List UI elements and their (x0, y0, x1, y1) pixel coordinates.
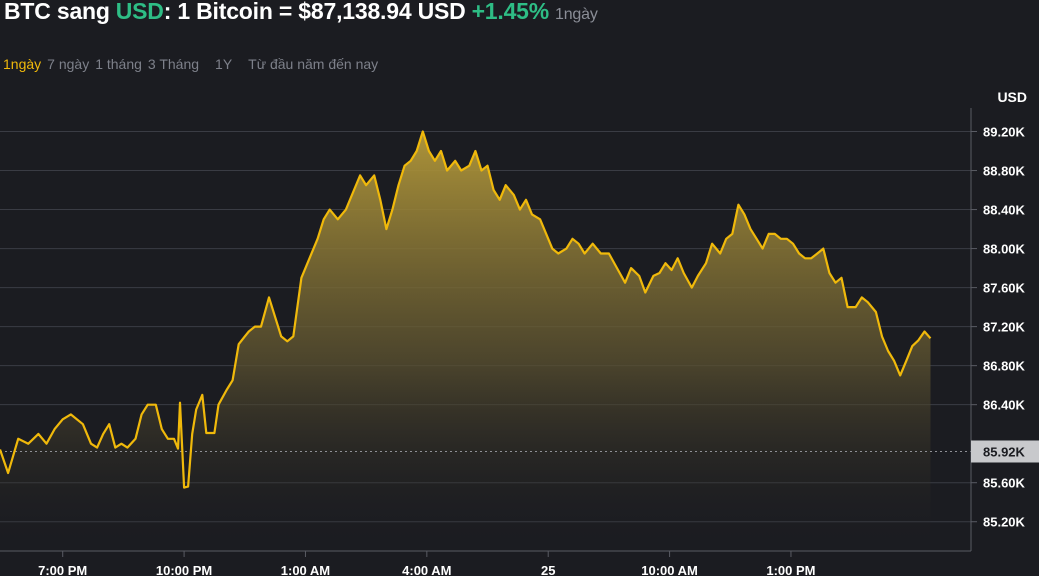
tab-1-month[interactable]: 1 tháng (95, 56, 142, 72)
x-tick-label: 10:00 AM (641, 563, 698, 576)
x-axis: 7:00 PM 10:00 PM 1:00 AM 4:00 AM 25 10:00 AM 1… (38, 551, 816, 576)
y-tick-label: 87.60K (983, 281, 1026, 296)
y-tick-label: 85.60K (983, 476, 1026, 491)
tab-1-year[interactable]: 1Y (215, 56, 233, 72)
change-percent: +1.45% (471, 0, 550, 24)
current-price-tag: 85.92K (971, 440, 1039, 463)
price-line (0, 130, 932, 489)
tab-3-months[interactable]: 3 Tháng (147, 56, 200, 72)
y-axis-unit: USD (997, 89, 1027, 105)
tab-year-to-date[interactable]: Từ đầu năm đến nay (248, 56, 379, 72)
quote-currency[interactable]: USD (115, 0, 164, 24)
y-tick-label: 87.20K (983, 320, 1026, 335)
y-tick-label: 88.00K (983, 242, 1026, 257)
x-tick-label: 10:00 PM (156, 563, 212, 576)
y-tick-label: 88.40K (983, 203, 1026, 218)
x-tick-label: 1:00 AM (281, 563, 330, 576)
current-price-label: 85.92K (983, 444, 1026, 459)
period-label: 1ngày (555, 6, 598, 23)
x-tick-label: 1:00 PM (766, 563, 815, 576)
base-currency: BTC sang (4, 0, 110, 24)
rate-text: : 1 Bitcoin = $87,138.94 USD (163, 0, 466, 24)
price-area (0, 131, 931, 551)
x-tick-label: 4:00 AM (402, 563, 451, 576)
page-title: BTC sang USD : 1 Bitcoin = $87,138.94 US… (4, 0, 598, 30)
x-tick-label: 25 (541, 563, 555, 576)
y-axis: 85.20K 85.60K 86.40K 86.80K 87.20K 87.60K 88.0… (971, 125, 1026, 530)
tab-7-days[interactable]: 7 ngày (47, 56, 90, 72)
y-tick-label: 88.80K (983, 164, 1026, 179)
y-tick-label: 86.80K (983, 359, 1026, 374)
tab-1-day[interactable]: 1ngày (3, 56, 42, 72)
y-tick-label: 85.20K (983, 515, 1026, 530)
y-tick-label: 89.20K (983, 125, 1026, 140)
y-tick-label: 86.40K (983, 398, 1026, 413)
timeframe-tabs: 1ngày 7 ngày 1 tháng 3 Tháng 1Y Từ đầu n… (3, 56, 384, 72)
x-tick-label: 7:00 PM (38, 563, 87, 576)
